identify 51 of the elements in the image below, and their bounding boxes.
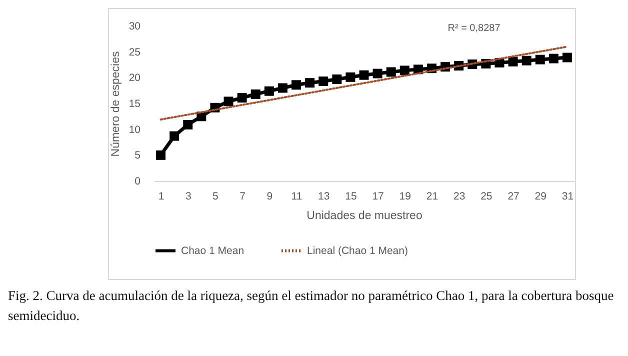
point [548,54,558,64]
point [237,93,247,103]
point [535,54,545,64]
point [400,66,410,76]
point [346,72,356,82]
point [372,68,382,78]
x-tick-label: 21 [426,190,438,202]
x-tick-label: 29 [534,190,547,202]
legend-label: Chao 1 Mean [181,244,244,257]
y-tick-label: 0 [134,176,141,188]
y-tick-label: 5 [134,150,141,162]
x-tick-label: 25 [480,190,492,202]
point [522,56,532,66]
point [305,78,315,88]
y-tick-label: 10 [128,124,141,136]
point [156,150,166,160]
annotation: R² = 0,8287 [448,23,501,34]
point [224,96,234,106]
x-tick-label: 19 [399,190,412,202]
point [250,89,260,99]
point [332,74,342,84]
point [508,56,518,66]
point [183,120,193,130]
x-tick-label: 5 [212,190,219,202]
y-tick-label: 15 [128,98,141,110]
x-tick-label: 15 [345,190,357,202]
y-tick-label: 25 [128,46,141,58]
x-tick-label: 1 [158,190,164,202]
x-tick-label: 27 [508,190,520,202]
point [170,131,180,141]
caption: Fig. 2. Curva de acumulación de la riqueza, según el estimador no paramétrico Chao 1, para la cobertura bosque semideciduo. [8,287,615,325]
legend-label: Lineal (Chao 1 Mean) [307,244,408,257]
point [278,83,288,93]
x-tick-label: 9 [266,190,273,202]
x-tick-label: 17 [372,190,384,202]
y-axis-title: Número de especies [110,51,122,157]
x-tick-label: 7 [240,190,246,202]
point [562,52,572,62]
x-tick-label: 31 [562,190,574,202]
x-tick-label: 11 [291,190,302,202]
point [318,76,328,86]
x-tick-label: 23 [453,190,466,202]
x-tick-label: 13 [318,190,330,202]
point [264,86,274,96]
point [386,67,396,77]
y-tick-label: 20 [128,72,141,84]
x-tick-label: 3 [185,190,192,202]
x-axis-title: Unidades de muestreo [306,210,422,222]
point [359,70,369,80]
point [292,80,301,90]
y-tick-label: 30 [128,20,141,32]
